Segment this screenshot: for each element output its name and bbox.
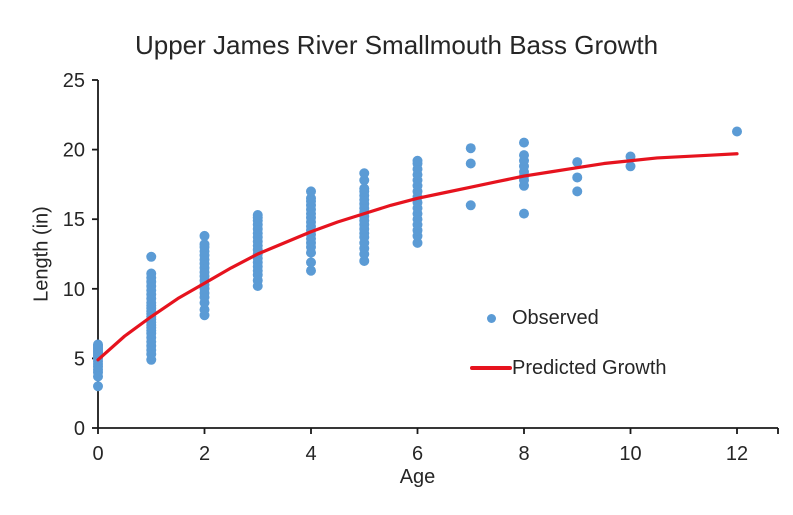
- observed-point: [146, 268, 157, 279]
- observed-point: [572, 186, 583, 197]
- observed-point: [199, 239, 210, 250]
- observed-point: [465, 143, 476, 154]
- observed-point: [465, 200, 476, 211]
- observed-point: [359, 183, 370, 194]
- observed-point: [199, 230, 210, 241]
- y-tick-label: 15: [63, 209, 85, 231]
- y-tick-label: 5: [74, 348, 85, 370]
- observed-point: [93, 339, 103, 350]
- observed-point: [732, 126, 742, 137]
- x-axis-title: Age: [399, 466, 436, 488]
- y-tick-label: 20: [63, 140, 85, 162]
- observed-point: [306, 257, 316, 268]
- observed-point: [146, 251, 157, 262]
- x-tick-label: 8: [518, 443, 529, 465]
- x-tick-label: 0: [92, 443, 103, 465]
- observed-dot-icon: [486, 313, 496, 323]
- x-tick-label: 2: [199, 443, 210, 465]
- legend-item-predicted: Predicted Growth: [470, 353, 667, 383]
- legend: Observed Predicted Growth: [470, 303, 667, 383]
- x-tick-label: 6: [412, 443, 423, 465]
- observed-point: [306, 193, 316, 204]
- observed-point: [306, 186, 316, 197]
- observed-point: [306, 265, 316, 276]
- observed-point: [519, 208, 529, 219]
- observed-point: [572, 172, 583, 183]
- predicted-line-icon: [470, 366, 512, 370]
- observed-point: [252, 210, 263, 221]
- y-tick-label: 0: [74, 418, 85, 440]
- observed-point: [519, 150, 529, 161]
- observed-point: [359, 175, 370, 186]
- observed-point: [625, 161, 636, 172]
- predicted-growth-line: [96, 152, 739, 362]
- x-tick-label: 4: [305, 443, 316, 465]
- observed-point: [572, 157, 583, 168]
- x-tick-label: 10: [619, 443, 641, 465]
- observed-point: [412, 237, 423, 248]
- legend-label-observed: Observed: [512, 306, 599, 329]
- legend-label-predicted: Predicted Growth: [512, 356, 667, 379]
- observed-point: [412, 155, 423, 166]
- observed-point: [359, 168, 370, 179]
- chart-title: Upper James River Smallmouth Bass Growth: [134, 30, 659, 60]
- y-tick-label: 10: [63, 279, 85, 301]
- legend-item-observed: Observed: [470, 303, 667, 333]
- observed-point: [199, 304, 210, 315]
- x-tick-label: 12: [726, 443, 748, 465]
- y-tick-label: 25: [63, 70, 85, 92]
- observed-point: [359, 255, 370, 266]
- observed-point: [519, 137, 529, 148]
- predicted-marker-box: [470, 366, 512, 370]
- observed-point: [465, 158, 476, 169]
- observed-marker-box: [470, 313, 512, 323]
- observed-point: [93, 381, 103, 392]
